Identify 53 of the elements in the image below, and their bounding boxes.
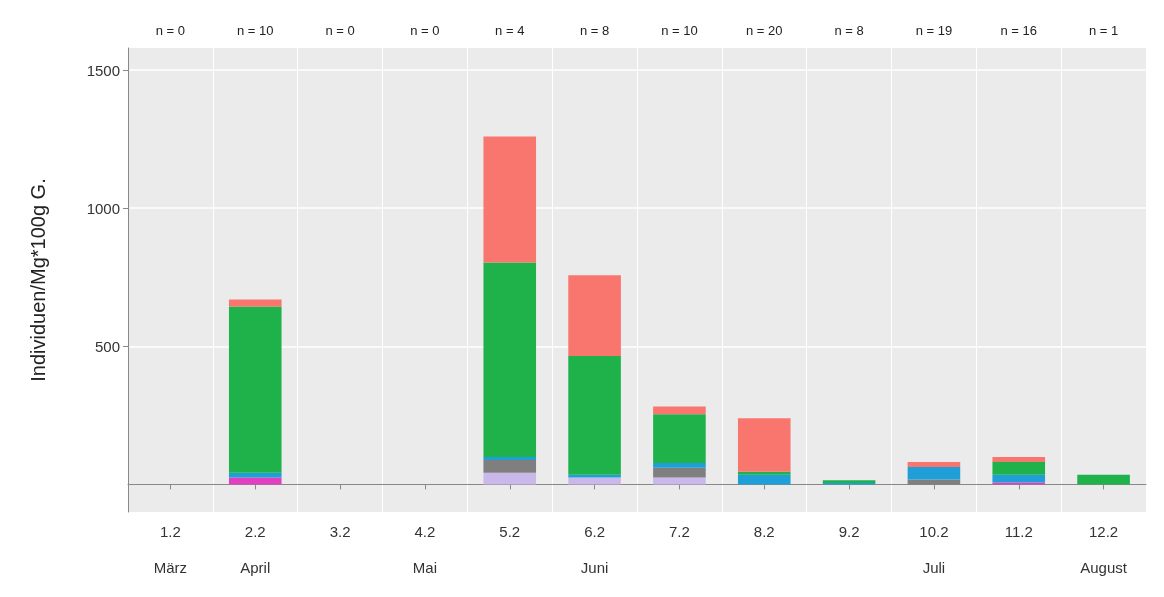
text: n = 16 [1000, 22, 1038, 38]
bar [483, 262, 537, 458]
text: n = 8 [834, 22, 864, 38]
bar [483, 457, 537, 461]
bar [483, 472, 537, 485]
text: n = 0 [325, 22, 355, 38]
bar [653, 414, 706, 464]
text: n = 1 [1088, 22, 1119, 38]
text: n = 0 [410, 22, 440, 38]
y-tick-label: 1500 [86, 61, 120, 79]
bar [653, 467, 706, 478]
bar [228, 306, 282, 473]
x-tick-label: 11.2 [1004, 522, 1033, 540]
category-label: 4.2 Mai [412, 522, 437, 576]
bar [737, 474, 791, 485]
bar [992, 462, 1046, 475]
text: n = 10 [661, 22, 698, 38]
category-label: 10.2 Juli [919, 522, 949, 576]
bar [1077, 474, 1130, 485]
bar [568, 275, 621, 356]
text: n = 0 [155, 22, 186, 38]
bar [653, 477, 706, 485]
bar [992, 457, 1046, 463]
bar [568, 355, 621, 475]
text: n = 20 [745, 22, 783, 38]
text: n = 4 [495, 22, 525, 38]
category-label: 12.2 August [1080, 522, 1127, 576]
bar [483, 136, 537, 263]
category-label: 2.2 April [240, 522, 271, 576]
bar [907, 462, 961, 467]
x-tick-label: 7.2 [668, 522, 690, 540]
text: n = 10 [236, 22, 274, 38]
x-tick-label: 5.2 [499, 522, 521, 540]
bar [568, 477, 621, 485]
bar [737, 471, 791, 475]
x-tick-label: 8.2 [753, 522, 775, 540]
x-tick-label: 9.2 [838, 522, 860, 540]
bar [737, 418, 791, 472]
bar [483, 460, 537, 473]
bar [653, 406, 706, 415]
bar [907, 466, 961, 480]
y-tick-label: 500 [94, 337, 120, 355]
x-tick-label: 3.2 [329, 522, 351, 540]
category-label: 6.2 Juni [580, 522, 609, 576]
text: n = 8 [579, 22, 610, 38]
text: n = 19 [915, 22, 953, 38]
bar [992, 474, 1046, 483]
category-label: 1.2 März [153, 522, 188, 576]
y-axis-title: Individuen/Mg*100g G. [27, 178, 49, 382]
bar [653, 463, 706, 468]
y-tick-label: 1000 [86, 199, 120, 217]
bar [228, 477, 282, 485]
bar [228, 299, 282, 307]
